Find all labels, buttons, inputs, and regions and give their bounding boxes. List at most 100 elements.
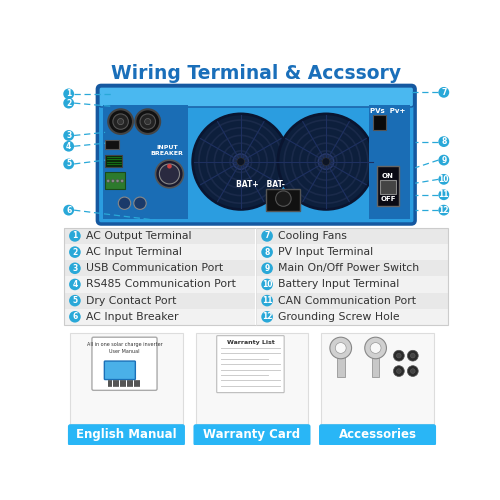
Text: 6: 6 — [72, 312, 78, 322]
Circle shape — [278, 114, 374, 210]
Text: PVs  Pv+: PVs Pv+ — [370, 108, 406, 114]
Circle shape — [156, 160, 184, 188]
Text: 12: 12 — [438, 206, 449, 214]
Circle shape — [394, 350, 404, 361]
Circle shape — [365, 337, 386, 359]
Circle shape — [336, 342, 346, 353]
Circle shape — [140, 114, 156, 130]
Circle shape — [262, 278, 273, 290]
Bar — [372, 114, 386, 130]
Circle shape — [318, 154, 334, 170]
Text: 2: 2 — [66, 98, 71, 108]
Circle shape — [69, 246, 80, 258]
Bar — [64, 228, 256, 244]
Circle shape — [118, 197, 130, 209]
Circle shape — [64, 205, 74, 216]
Circle shape — [396, 354, 401, 358]
FancyBboxPatch shape — [194, 424, 310, 446]
Circle shape — [69, 278, 80, 290]
Circle shape — [438, 136, 449, 147]
Circle shape — [438, 154, 449, 166]
Circle shape — [112, 180, 114, 182]
Text: Accessories: Accessories — [338, 428, 416, 442]
Bar — [377, 166, 399, 206]
Circle shape — [438, 190, 449, 200]
Text: Dry Contact Port: Dry Contact Port — [86, 296, 176, 306]
Bar — [256, 228, 448, 244]
Bar — [64, 292, 256, 308]
Bar — [256, 292, 448, 308]
Circle shape — [262, 246, 273, 258]
Circle shape — [262, 230, 273, 241]
Circle shape — [233, 154, 248, 170]
Bar — [64, 308, 256, 325]
Text: 2: 2 — [72, 248, 78, 256]
Text: 8: 8 — [264, 248, 270, 256]
Text: Warranty List: Warranty List — [226, 340, 274, 345]
FancyBboxPatch shape — [216, 336, 284, 392]
Text: 10: 10 — [262, 280, 272, 289]
Text: CAN Communication Port: CAN Communication Port — [278, 296, 416, 306]
Circle shape — [64, 88, 74, 100]
FancyBboxPatch shape — [319, 424, 436, 446]
Text: English Manual: English Manual — [76, 428, 177, 442]
Text: Cooling Fans: Cooling Fans — [278, 231, 347, 241]
Circle shape — [108, 110, 133, 134]
Text: Battery Input Terminal: Battery Input Terminal — [278, 280, 399, 289]
Circle shape — [262, 295, 273, 306]
Text: 12: 12 — [262, 312, 272, 322]
Text: 11: 11 — [438, 190, 449, 199]
Circle shape — [167, 164, 172, 168]
FancyBboxPatch shape — [68, 424, 185, 446]
Text: All in one solar charge inverter
User Manual: All in one solar charge inverter User Ma… — [86, 342, 162, 353]
Bar — [103, 104, 188, 218]
Bar — [64, 228, 448, 325]
Text: 7: 7 — [441, 88, 446, 97]
FancyBboxPatch shape — [98, 86, 415, 224]
Circle shape — [276, 191, 291, 206]
Bar — [64, 244, 256, 260]
Text: Grounding Screw Hole: Grounding Screw Hole — [278, 312, 400, 322]
Bar — [196, 332, 308, 424]
Circle shape — [394, 366, 404, 376]
Text: 3: 3 — [66, 131, 71, 140]
Bar — [372, 348, 380, 377]
Bar — [337, 348, 344, 377]
Bar — [105, 140, 119, 149]
Circle shape — [120, 180, 124, 182]
Circle shape — [322, 158, 330, 166]
Circle shape — [136, 110, 160, 134]
Text: 5: 5 — [72, 296, 78, 305]
Bar — [266, 190, 300, 211]
Circle shape — [262, 311, 273, 322]
Text: 1: 1 — [66, 90, 71, 98]
Circle shape — [64, 158, 74, 170]
Circle shape — [160, 164, 180, 184]
Text: RS485 Communication Port: RS485 Communication Port — [86, 280, 236, 289]
Circle shape — [118, 118, 124, 124]
Text: INPUT
BREAKER: INPUT BREAKER — [150, 146, 184, 156]
Text: 8: 8 — [441, 137, 446, 146]
Text: ON: ON — [382, 172, 394, 178]
Text: 4: 4 — [72, 280, 78, 289]
Bar — [64, 276, 256, 292]
Text: 4: 4 — [66, 142, 71, 150]
FancyBboxPatch shape — [104, 361, 136, 380]
Bar — [368, 104, 410, 218]
Circle shape — [438, 174, 449, 184]
Text: PV Input Terminal: PV Input Terminal — [278, 247, 373, 257]
Bar — [70, 332, 182, 424]
Text: 6: 6 — [66, 206, 71, 214]
Circle shape — [64, 130, 74, 141]
Bar — [105, 154, 122, 167]
Circle shape — [438, 205, 449, 216]
Circle shape — [64, 98, 74, 108]
Text: 11: 11 — [262, 296, 272, 305]
Text: 7: 7 — [264, 232, 270, 240]
Text: AC Input Terminal: AC Input Terminal — [86, 247, 182, 257]
Circle shape — [116, 180, 119, 182]
Circle shape — [64, 141, 74, 152]
Circle shape — [113, 114, 128, 130]
Circle shape — [144, 118, 151, 124]
Bar — [256, 260, 448, 276]
